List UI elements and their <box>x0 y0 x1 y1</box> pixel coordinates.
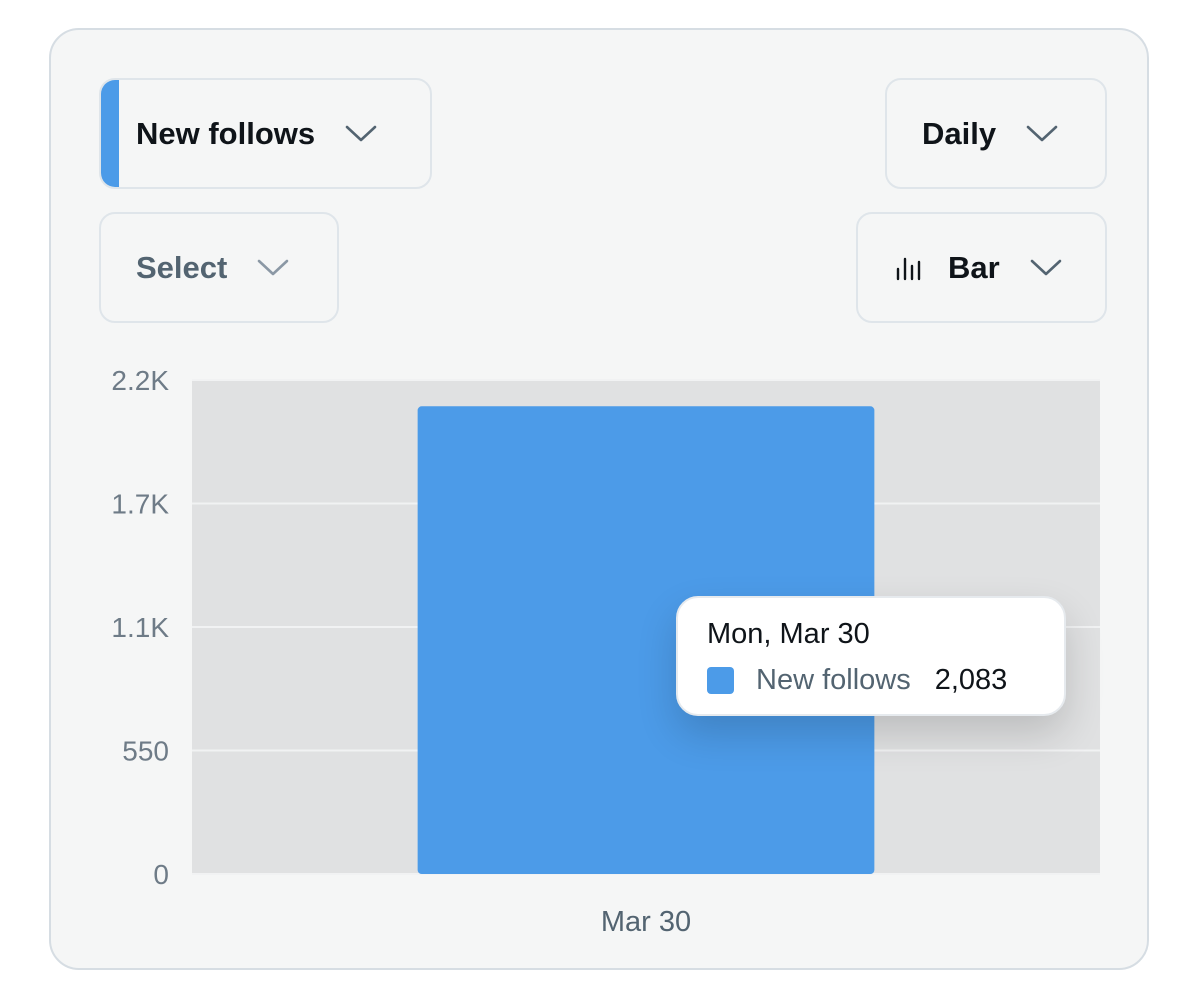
bar-chart-icon <box>896 257 921 280</box>
chevron-down-icon <box>345 125 377 141</box>
chevron-down-icon <box>258 259 289 275</box>
chevron-down-icon <box>1026 125 1058 141</box>
analytics-chart-card: New follows Daily Select Bar 0 550 <box>49 28 1149 970</box>
chart-type-dropdown[interactable]: Bar <box>856 212 1107 323</box>
compare-dropdown-label: Select <box>136 249 228 285</box>
y-tick-label: 0 <box>153 859 169 890</box>
tooltip-series-name: New follows <box>756 664 911 696</box>
chevron-down-icon <box>1030 259 1062 275</box>
y-tick-label: 550 <box>122 736 169 767</box>
compare-dropdown[interactable]: Select <box>99 212 339 323</box>
tooltip-date: Mon, Mar 30 <box>707 618 870 650</box>
tooltip-series-value: 2,083 <box>934 664 1008 696</box>
interval-dropdown[interactable]: Daily <box>885 78 1107 189</box>
metric-dropdown[interactable]: New follows <box>99 78 432 189</box>
interval-dropdown-label: Daily <box>922 115 997 151</box>
chart-tooltip: Mon, Mar 30 New follows 2,083 <box>676 596 1066 716</box>
chart-type-dropdown-label: Bar <box>948 249 1000 285</box>
metric-dropdown-label: New follows <box>136 115 316 151</box>
y-tick-label: 1.7K <box>111 489 169 520</box>
x-tick-label: Mar 30 <box>601 906 691 938</box>
y-tick-label: 2.2K <box>111 365 169 396</box>
bar <box>417 406 875 874</box>
metric-color-indicator <box>101 80 119 187</box>
tooltip-series-row: New follows 2,083 <box>707 664 1064 697</box>
y-tick-label: 1.1K <box>111 612 169 643</box>
tooltip-series-swatch <box>707 667 734 694</box>
bar-chart: 0 550 1.1K 1.7K 2.2K Mar 30 <box>111 365 1100 938</box>
